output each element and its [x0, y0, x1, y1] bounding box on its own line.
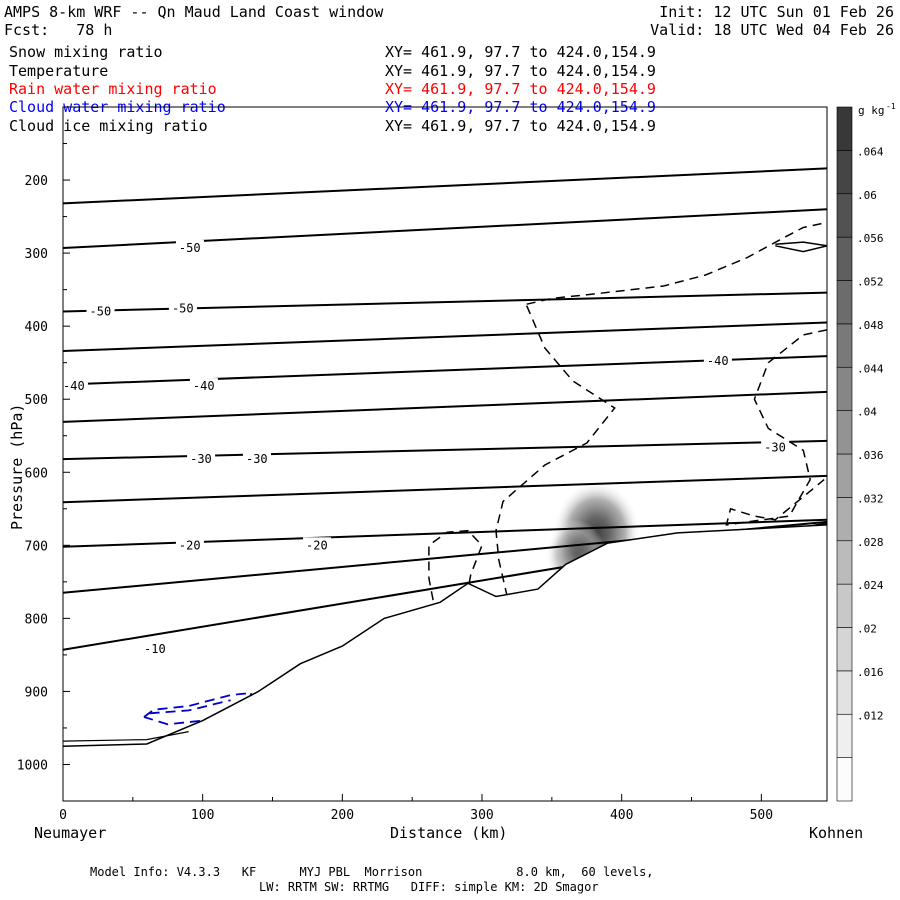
- plot-frame: [62, 106, 828, 802]
- colorbar-tick-label: .02: [857, 623, 877, 636]
- forecast-hour: Fcst: 78 h: [4, 21, 113, 39]
- x-tick-label: 500: [750, 808, 773, 823]
- colorbar-segment: [836, 583, 853, 628]
- colorbar-tick-label: .012: [857, 709, 884, 722]
- isotherm-label: -50: [172, 302, 194, 316]
- isotherm-line: [63, 321, 827, 352]
- y-tick-label: 300: [25, 247, 48, 262]
- x-tick-label: 400: [610, 808, 633, 823]
- y-tick-label: 1000: [17, 758, 48, 773]
- y-tick-label: 400: [25, 320, 48, 335]
- legend-xy-temperature: XY= 461.9, 97.7 to 424.0,154.9: [385, 62, 656, 80]
- init-time: Init: 12 UTC Sun 01 Feb 26: [659, 3, 894, 21]
- colorbar-tick-label: .024: [857, 579, 884, 592]
- y-axis-label: Pressure (hPa): [8, 403, 26, 530]
- colorbar-segment: [836, 627, 853, 672]
- colorbar-tick-label: .036: [857, 449, 884, 462]
- colorbar-segment: [836, 540, 853, 585]
- colorbar-tick-label: .048: [857, 319, 884, 332]
- isotherm-label: -40: [707, 354, 729, 368]
- x-tick-label: 200: [331, 808, 354, 823]
- legend-label-rain: Rain water mixing ratio: [9, 80, 217, 98]
- model-info-line1: Model Info: V4.3.3 KF MYJ PBL Morrison 8…: [90, 865, 654, 879]
- isotherm-label: -10: [144, 642, 166, 656]
- cloud-water-contour-inner: [149, 699, 231, 715]
- isotherm-label: -30: [764, 440, 786, 454]
- isotherm-label: -40: [63, 379, 85, 393]
- model-info-line2: LW: RRTM SW: RRTMG DIFF: simple KM: 2D S…: [259, 880, 599, 894]
- colorbar-segment: [836, 193, 853, 238]
- colorbar-tick-label: .06: [857, 189, 877, 202]
- isotherm-label: -30: [190, 452, 212, 466]
- y-tick-label: 700: [25, 539, 48, 554]
- colorbar-segment: [836, 236, 853, 281]
- colorbar-tick-label: .032: [857, 492, 884, 505]
- isotherm-label: -50: [90, 305, 112, 319]
- cloud-water-contour: [143, 691, 254, 726]
- colorbar-tick-label: .064: [857, 145, 884, 158]
- x-axis-label: Distance (km): [390, 824, 508, 842]
- legend-label-cloud-ice: Cloud ice mixing ratio: [9, 117, 208, 135]
- legend-xy-snow: XY= 461.9, 97.7 to 424.0,154.9: [385, 43, 656, 61]
- colorbar-segment: [836, 670, 853, 715]
- x-tick-label: 0: [59, 808, 67, 823]
- colorbar-tick-label: .04: [857, 406, 877, 419]
- isotherm-label: -20: [179, 538, 201, 552]
- colorbar-segment: [836, 106, 853, 151]
- colorbar-tick-label: .044: [857, 362, 884, 375]
- colorbar-tick-label: .052: [857, 276, 884, 289]
- x-tick-label: 300: [470, 808, 493, 823]
- isotherm-label: -20: [306, 538, 328, 552]
- valid-time: Valid: 18 UTC Wed 04 Feb 26: [650, 21, 894, 39]
- y-tick-label: 200: [25, 174, 48, 189]
- cloud-ice-contour: [495, 305, 616, 597]
- colorbar-tick-label: .028: [857, 536, 884, 549]
- isotherm-line: [63, 167, 827, 205]
- colorbar-tick-label: .056: [857, 232, 884, 245]
- legend-xy-cloud-ice: XY= 461.9, 97.7 to 424.0,154.9: [385, 117, 656, 135]
- isotherm-line: [63, 439, 827, 461]
- terrain-surface-line: [63, 524, 827, 747]
- isotherm-closed-contour: [775, 241, 827, 253]
- colorbar-segment: [836, 453, 853, 498]
- colorbar-segment: [836, 497, 853, 542]
- isotherm-label: -50: [179, 241, 201, 255]
- colorbar-segment: [836, 366, 853, 411]
- legend-label-temperature: Temperature: [9, 62, 109, 80]
- terrain-edge-line: [63, 731, 189, 742]
- legend-xy-rain: XY= 461.9, 97.7 to 424.0,154.9: [385, 80, 656, 98]
- colorbar-unit: g kg: [858, 104, 885, 117]
- isotherm-line: [63, 474, 827, 504]
- x-tick-label: 100: [191, 808, 214, 823]
- x-end-station-label: Kohnen: [809, 824, 864, 842]
- chart-title: AMPS 8-km WRF -- Qn Maud Land Coast wind…: [4, 3, 384, 21]
- y-tick-label: 800: [25, 612, 48, 627]
- colorbar-segment: [836, 150, 853, 195]
- legend-label-snow: Snow mixing ratio: [9, 43, 163, 61]
- y-tick-label: 600: [25, 466, 48, 481]
- colorbar-segment: [836, 757, 853, 802]
- isotherm-line: [63, 390, 827, 423]
- cloud-ice-contour: [526, 221, 827, 305]
- colorbar-unit-exponent: -1: [886, 102, 896, 111]
- y-tick-label: 900: [25, 685, 48, 700]
- colorbar-tick-label: .016: [857, 666, 884, 679]
- isotherm-label: -30: [246, 452, 268, 466]
- y-tick-label: 500: [25, 393, 48, 408]
- colorbar-segment: [836, 713, 853, 758]
- colorbar-segment: [836, 323, 853, 368]
- isotherm-label: -40: [193, 379, 215, 393]
- cloud-ice-contour: [725, 329, 827, 526]
- x-start-station-label: Neumayer: [34, 824, 107, 842]
- colorbar-segment: [836, 280, 853, 325]
- terrain-fill: [63, 524, 827, 801]
- colorbar-segment: [836, 410, 853, 455]
